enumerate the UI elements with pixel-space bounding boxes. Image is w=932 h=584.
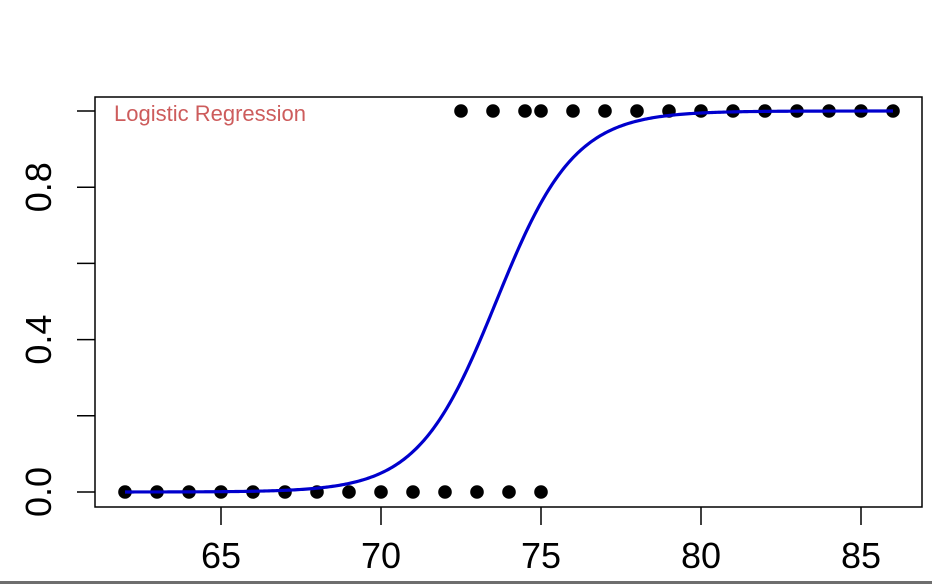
x-axis: 65 70 75 80 85 [201,507,881,576]
y-tick-label: 0.0 [18,467,59,517]
data-point [630,104,644,118]
data-point [470,485,484,499]
data-point [454,104,468,118]
data-point [598,104,612,118]
x-tick-label: 75 [521,535,561,576]
fitted-logistic-curve [125,109,894,494]
data-point [534,104,548,118]
data-point [438,485,452,499]
y-tick-label: 0.4 [18,315,59,365]
y-axis: 0.0 0.4 0.8 [18,110,95,517]
data-point [406,485,420,499]
plot-frame [94,96,923,508]
chart-annotation: Logistic Regression [114,101,306,126]
x-tick-label: 70 [361,535,401,576]
data-point [886,104,900,118]
data-point [534,485,548,499]
data-point [342,485,356,499]
data-point [502,485,516,499]
x-tick-label: 85 [841,535,881,576]
plot-area [118,104,900,499]
data-point [486,104,500,118]
data-point [518,104,532,118]
y-tick-label: 0.8 [18,162,59,212]
x-tick-label: 80 [681,535,721,576]
data-point [566,104,580,118]
data-point [374,485,388,499]
bottom-divider [0,581,932,584]
x-tick-label: 65 [201,535,241,576]
data-point [694,104,708,118]
